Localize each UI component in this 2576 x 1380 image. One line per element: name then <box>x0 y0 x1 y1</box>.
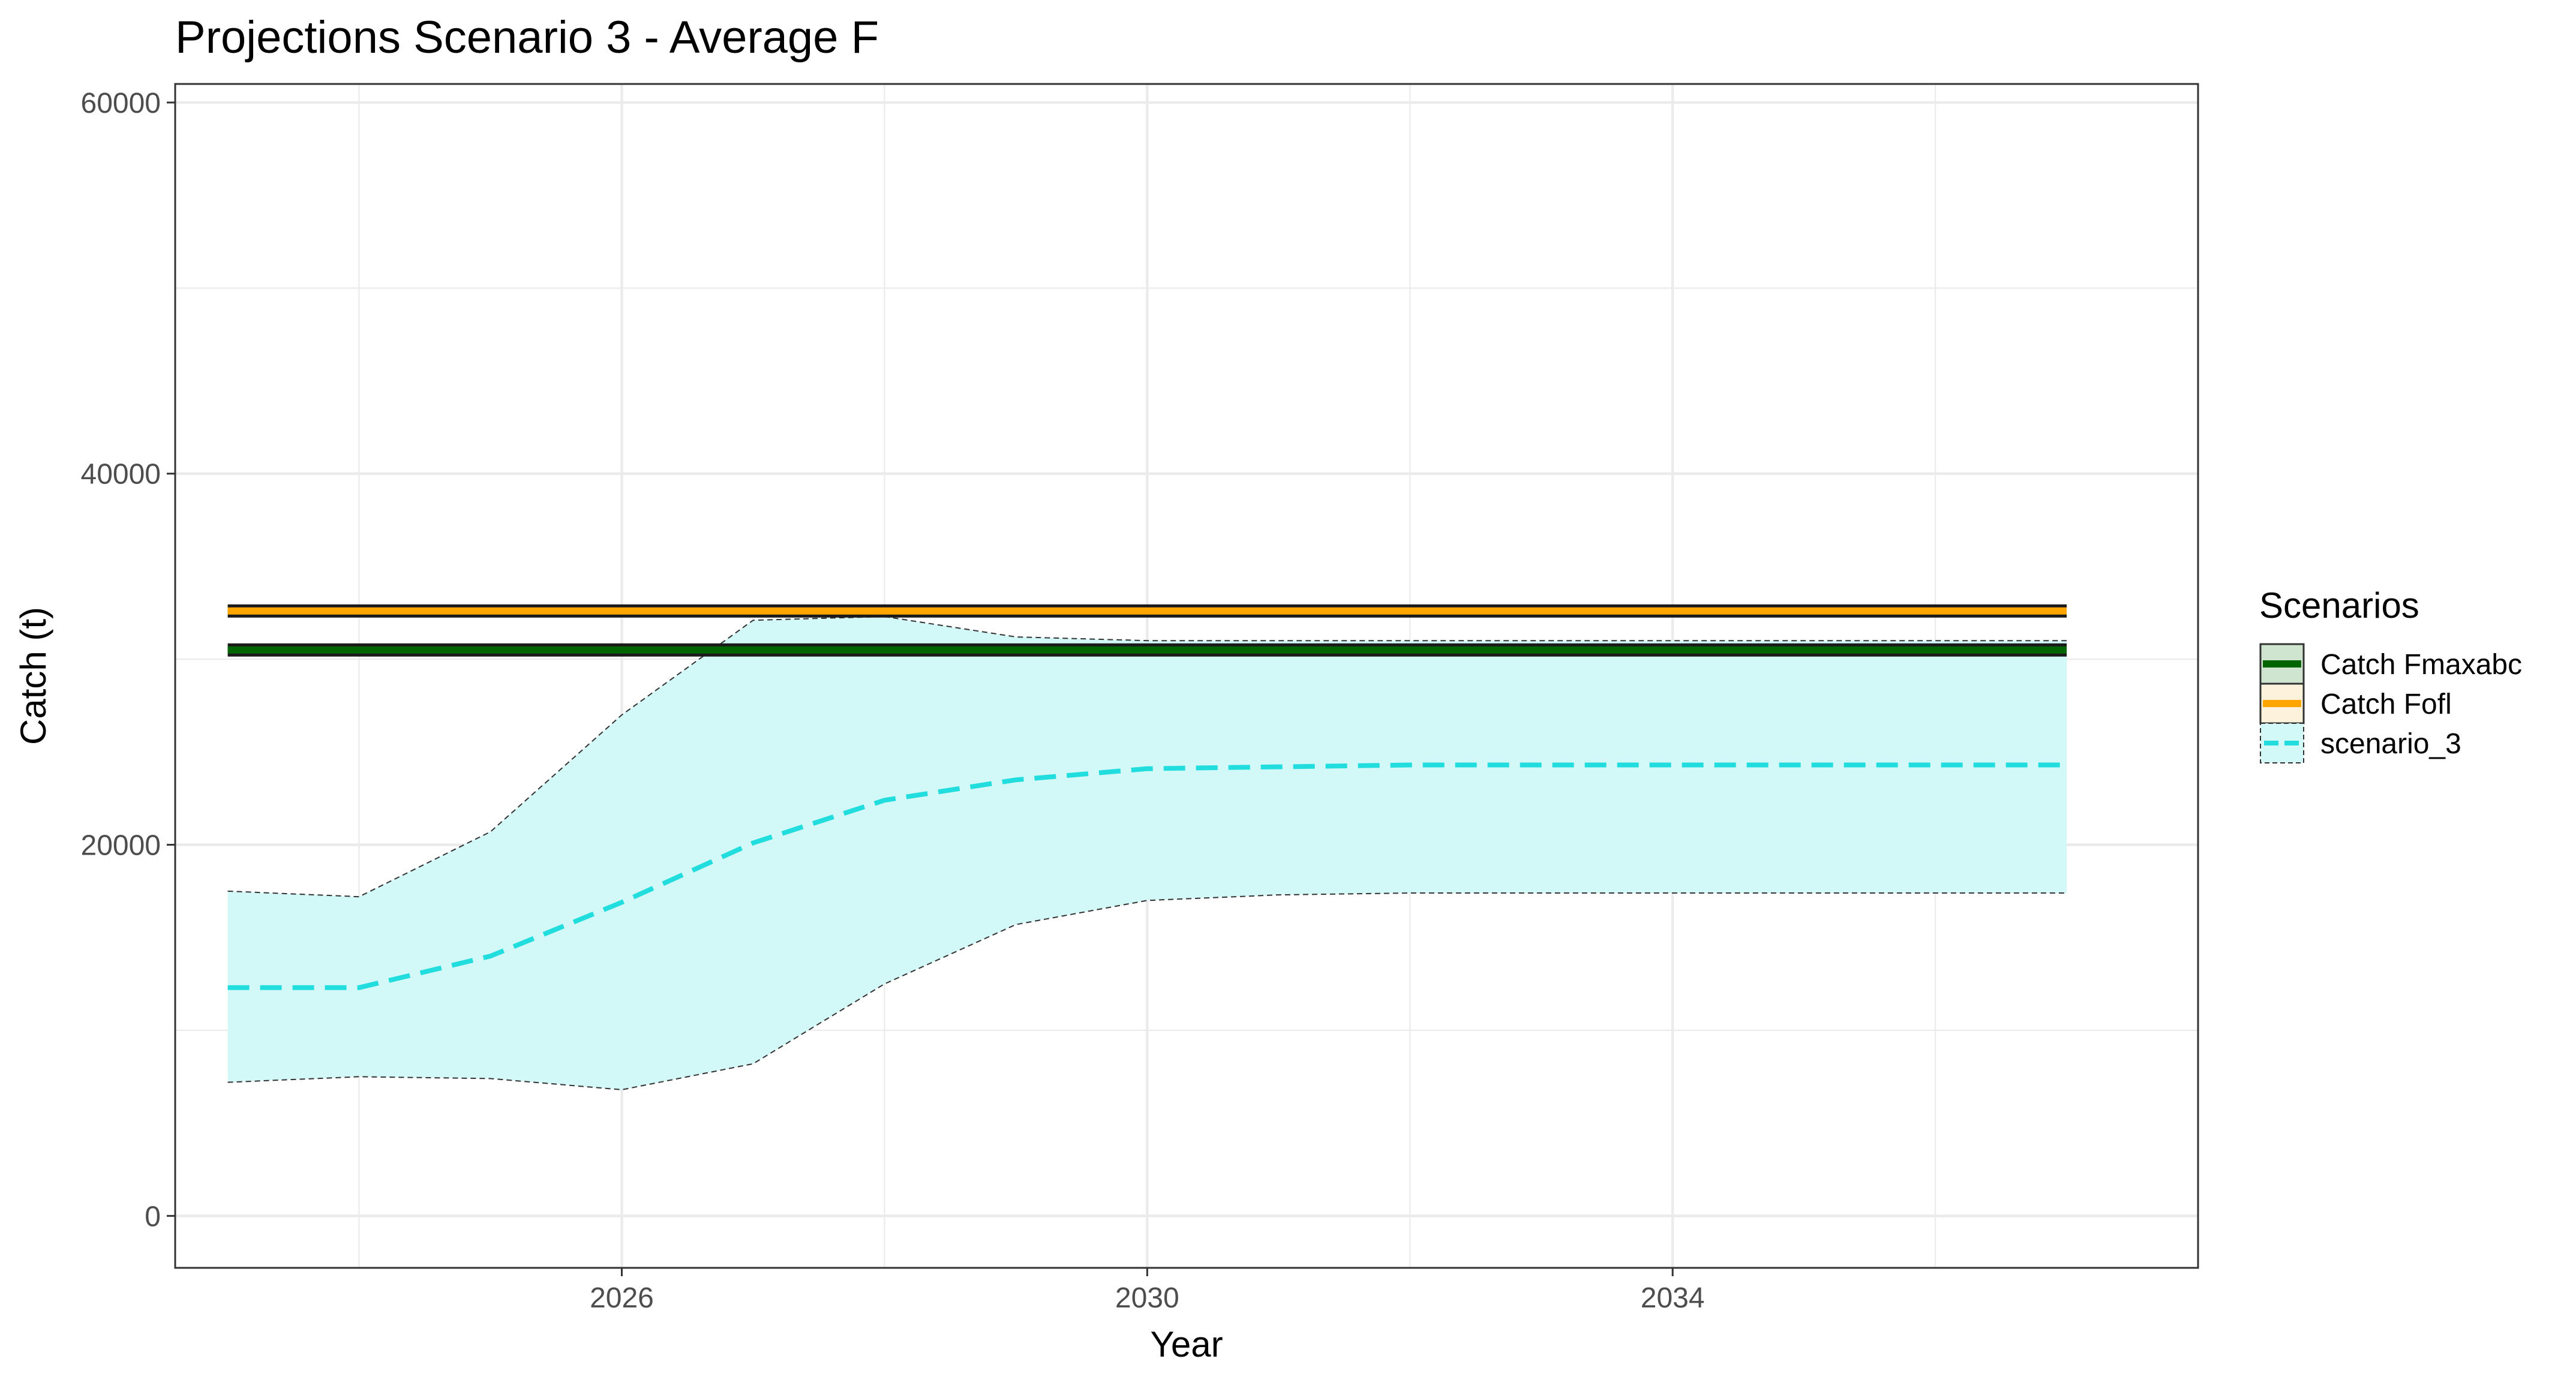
x-axis-title: Year <box>1150 1324 1223 1364</box>
legend-label: Catch Fmaxabc <box>2320 649 2522 681</box>
y-tick-label: 0 <box>145 1201 161 1232</box>
chart-title: Projections Scenario 3 - Average F <box>175 12 879 63</box>
y-tick-label: 60000 <box>81 88 161 119</box>
x-tick-label: 2026 <box>590 1282 654 1314</box>
scenario_3-line <box>227 762 2067 990</box>
legend-title: Scenarios <box>2259 585 2419 626</box>
scenario_3-lower-bound <box>227 892 2067 1091</box>
series-lines <box>227 604 2067 990</box>
x-tick-label: 2030 <box>1115 1282 1179 1314</box>
y-axis-title: Catch (t) <box>13 607 53 745</box>
axes: 0 20000 40000 60000 2026 2030 2034 <box>81 88 1705 1314</box>
scenario_3-ribbon <box>227 617 2067 1090</box>
x-tick-label: 2034 <box>1641 1282 1705 1314</box>
plot-border <box>174 83 2199 1269</box>
legend-label: Catch Fofl <box>2320 689 2452 720</box>
y-tick-label: 40000 <box>81 459 161 491</box>
legend: Scenarios Catch Fmaxabc Catch Fofl scenari… <box>2259 585 2522 763</box>
series-ribbons <box>227 615 2067 1091</box>
legend-item: Catch Fmaxabc <box>2259 643 2522 685</box>
legend-items: Catch Fmaxabc Catch Fofl scenario_3 <box>2259 643 2522 763</box>
y-tick-label: 20000 <box>81 830 161 862</box>
legend-item: scenario_3 <box>2260 723 2461 763</box>
scenario_3-upper-bound <box>227 615 2067 898</box>
legend-label: scenario_3 <box>2320 728 2461 760</box>
legend-item: Catch Fofl <box>2259 683 2452 724</box>
